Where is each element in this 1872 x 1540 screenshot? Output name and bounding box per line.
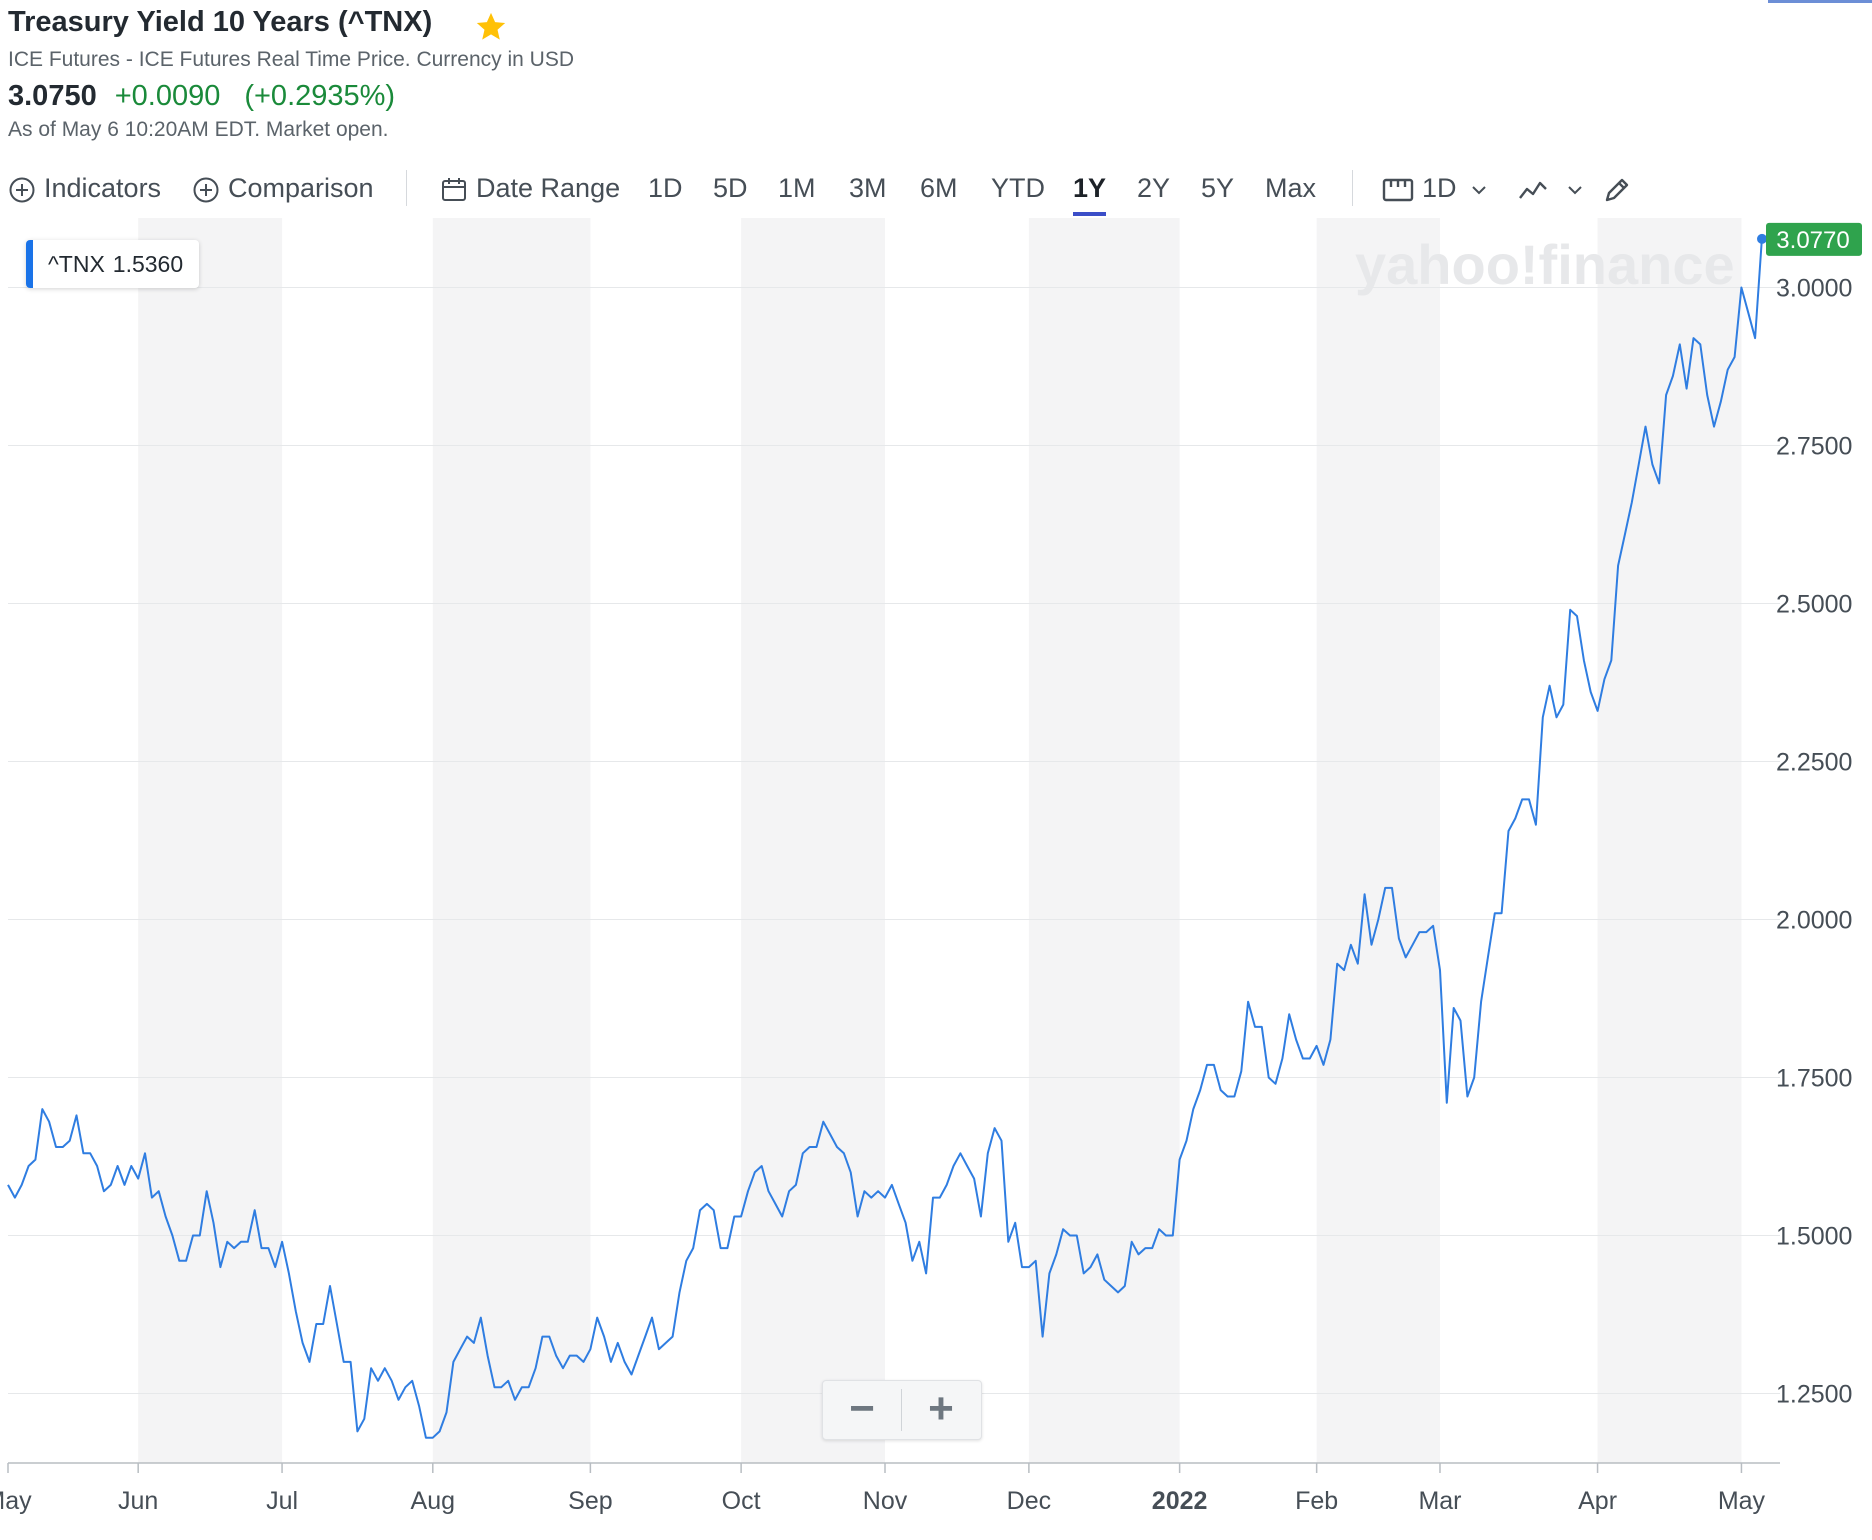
y-tick-label: 1.5000	[1776, 1222, 1852, 1250]
chevron-down-icon	[1472, 186, 1486, 195]
x-tick-label: Oct	[722, 1487, 761, 1515]
comparison-label: Comparison	[228, 173, 374, 203]
range-5d[interactable]: 5D	[713, 173, 748, 203]
series-legend: ^TNX 1.5360	[26, 240, 200, 288]
last-point-marker	[1757, 233, 1767, 244]
top-accent-line	[1768, 0, 1872, 3]
y-tick-label: 1.7500	[1776, 1064, 1852, 1092]
chart-toolbar: Indicators Comparison Date Range 1D 5D 1…	[0, 166, 1872, 216]
range-max[interactable]: Max	[1265, 173, 1317, 203]
indicators-button[interactable]: Indicators	[8, 166, 161, 210]
x-tick-label: Mar	[1418, 1487, 1461, 1515]
range-3m[interactable]: 3M	[849, 173, 887, 203]
month-band	[432, 218, 591, 1463]
calendar-icon	[442, 177, 466, 201]
line-chart-icon	[1519, 181, 1547, 199]
interval-dropdown[interactable]: 1D	[1382, 166, 1496, 210]
x-tick-label: Jul	[266, 1487, 298, 1515]
range-1d[interactable]: 1D	[648, 173, 683, 203]
plus-circle-icon	[193, 177, 219, 203]
range-2y[interactable]: 2Y	[1137, 173, 1171, 203]
star-icon[interactable]	[474, 10, 508, 44]
comparison-button[interactable]: Comparison	[192, 166, 374, 210]
price-chart[interactable]: 1.2500 1.5000 1.7500 2.0000 2.2500 2.5000 2.75…	[0, 216, 1872, 1540]
current-price: 3.0750	[8, 80, 97, 112]
range-ytd[interactable]: YTD	[991, 173, 1045, 203]
x-tick-label: Feb	[1295, 1487, 1338, 1515]
x-tick-label: 2022	[1152, 1487, 1208, 1515]
y-tick-label: 2.0000	[1776, 906, 1852, 934]
last-price-badge	[1766, 222, 1862, 256]
date-range-button[interactable]: Date Range	[440, 166, 620, 210]
x-tick-label: Apr	[1578, 1487, 1617, 1515]
zoom-controls: − +	[822, 1380, 982, 1440]
exchange-subtitle: ICE Futures - ICE Futures Real Time Pric…	[8, 48, 574, 71]
legend-value: 1.5360	[112, 251, 184, 277]
y-tick-label: 2.5000	[1776, 591, 1852, 619]
pencil-icon	[1605, 178, 1629, 202]
month-band	[1028, 218, 1180, 1463]
candle-interval-icon	[1382, 178, 1414, 202]
x-tick-label: May	[1718, 1487, 1766, 1515]
month-band	[1597, 218, 1742, 1463]
x-tick-label: Jun	[118, 1487, 158, 1515]
toolbar-divider	[406, 170, 407, 206]
zoom-out-button[interactable]: −	[849, 1384, 875, 1433]
plus-circle-icon	[9, 177, 35, 203]
month-band	[138, 218, 283, 1463]
x-tick-label: Dec	[1007, 1487, 1051, 1515]
toolbar-divider	[1352, 170, 1353, 206]
zoom-divider	[901, 1389, 902, 1431]
price-change-percent: (+0.2935%)	[244, 80, 396, 112]
range-1y[interactable]: 1Y	[1073, 166, 1107, 216]
date-range-label: Date Range	[476, 173, 621, 203]
y-tick-label: 1.2500	[1776, 1380, 1852, 1408]
month-band	[741, 218, 885, 1463]
zoom-in-button[interactable]: +	[928, 1384, 954, 1433]
draw-tool-button[interactable]	[1602, 166, 1640, 210]
price-change: +0.0090	[114, 80, 221, 112]
x-tick-label: Nov	[863, 1487, 908, 1515]
watermark-logo: yahoo!finance	[1355, 233, 1735, 296]
x-tick-label: Sep	[568, 1487, 612, 1515]
range-6m[interactable]: 6M	[920, 173, 958, 203]
indicators-label: Indicators	[44, 173, 162, 203]
x-tick-label: May	[0, 1487, 32, 1515]
y-tick-label: 2.7500	[1776, 433, 1852, 461]
series-line-tnx	[7, 236, 1763, 1439]
y-tick-label: 3.0000	[1776, 275, 1852, 303]
x-tick-label: Aug	[411, 1487, 455, 1515]
interval-label: 1D	[1422, 173, 1457, 203]
month-band	[1316, 218, 1440, 1463]
last-price-label: 3.0770	[1776, 227, 1849, 254]
legend-symbol: ^TNX	[48, 251, 105, 277]
chart-type-dropdown[interactable]	[1518, 166, 1592, 210]
market-status: As of May 6 10:20AM EDT. Market open.	[8, 118, 389, 141]
range-1m[interactable]: 1M	[778, 173, 816, 203]
y-tick-label: 2.2500	[1776, 749, 1852, 777]
page-title: Treasury Yield 10 Years (^TNX)	[8, 6, 433, 38]
range-5y[interactable]: 5Y	[1201, 173, 1235, 203]
quote-price-row: 3.0750 +0.0090 (+0.2935%)	[8, 80, 395, 113]
chevron-down-icon	[1567, 186, 1582, 195]
